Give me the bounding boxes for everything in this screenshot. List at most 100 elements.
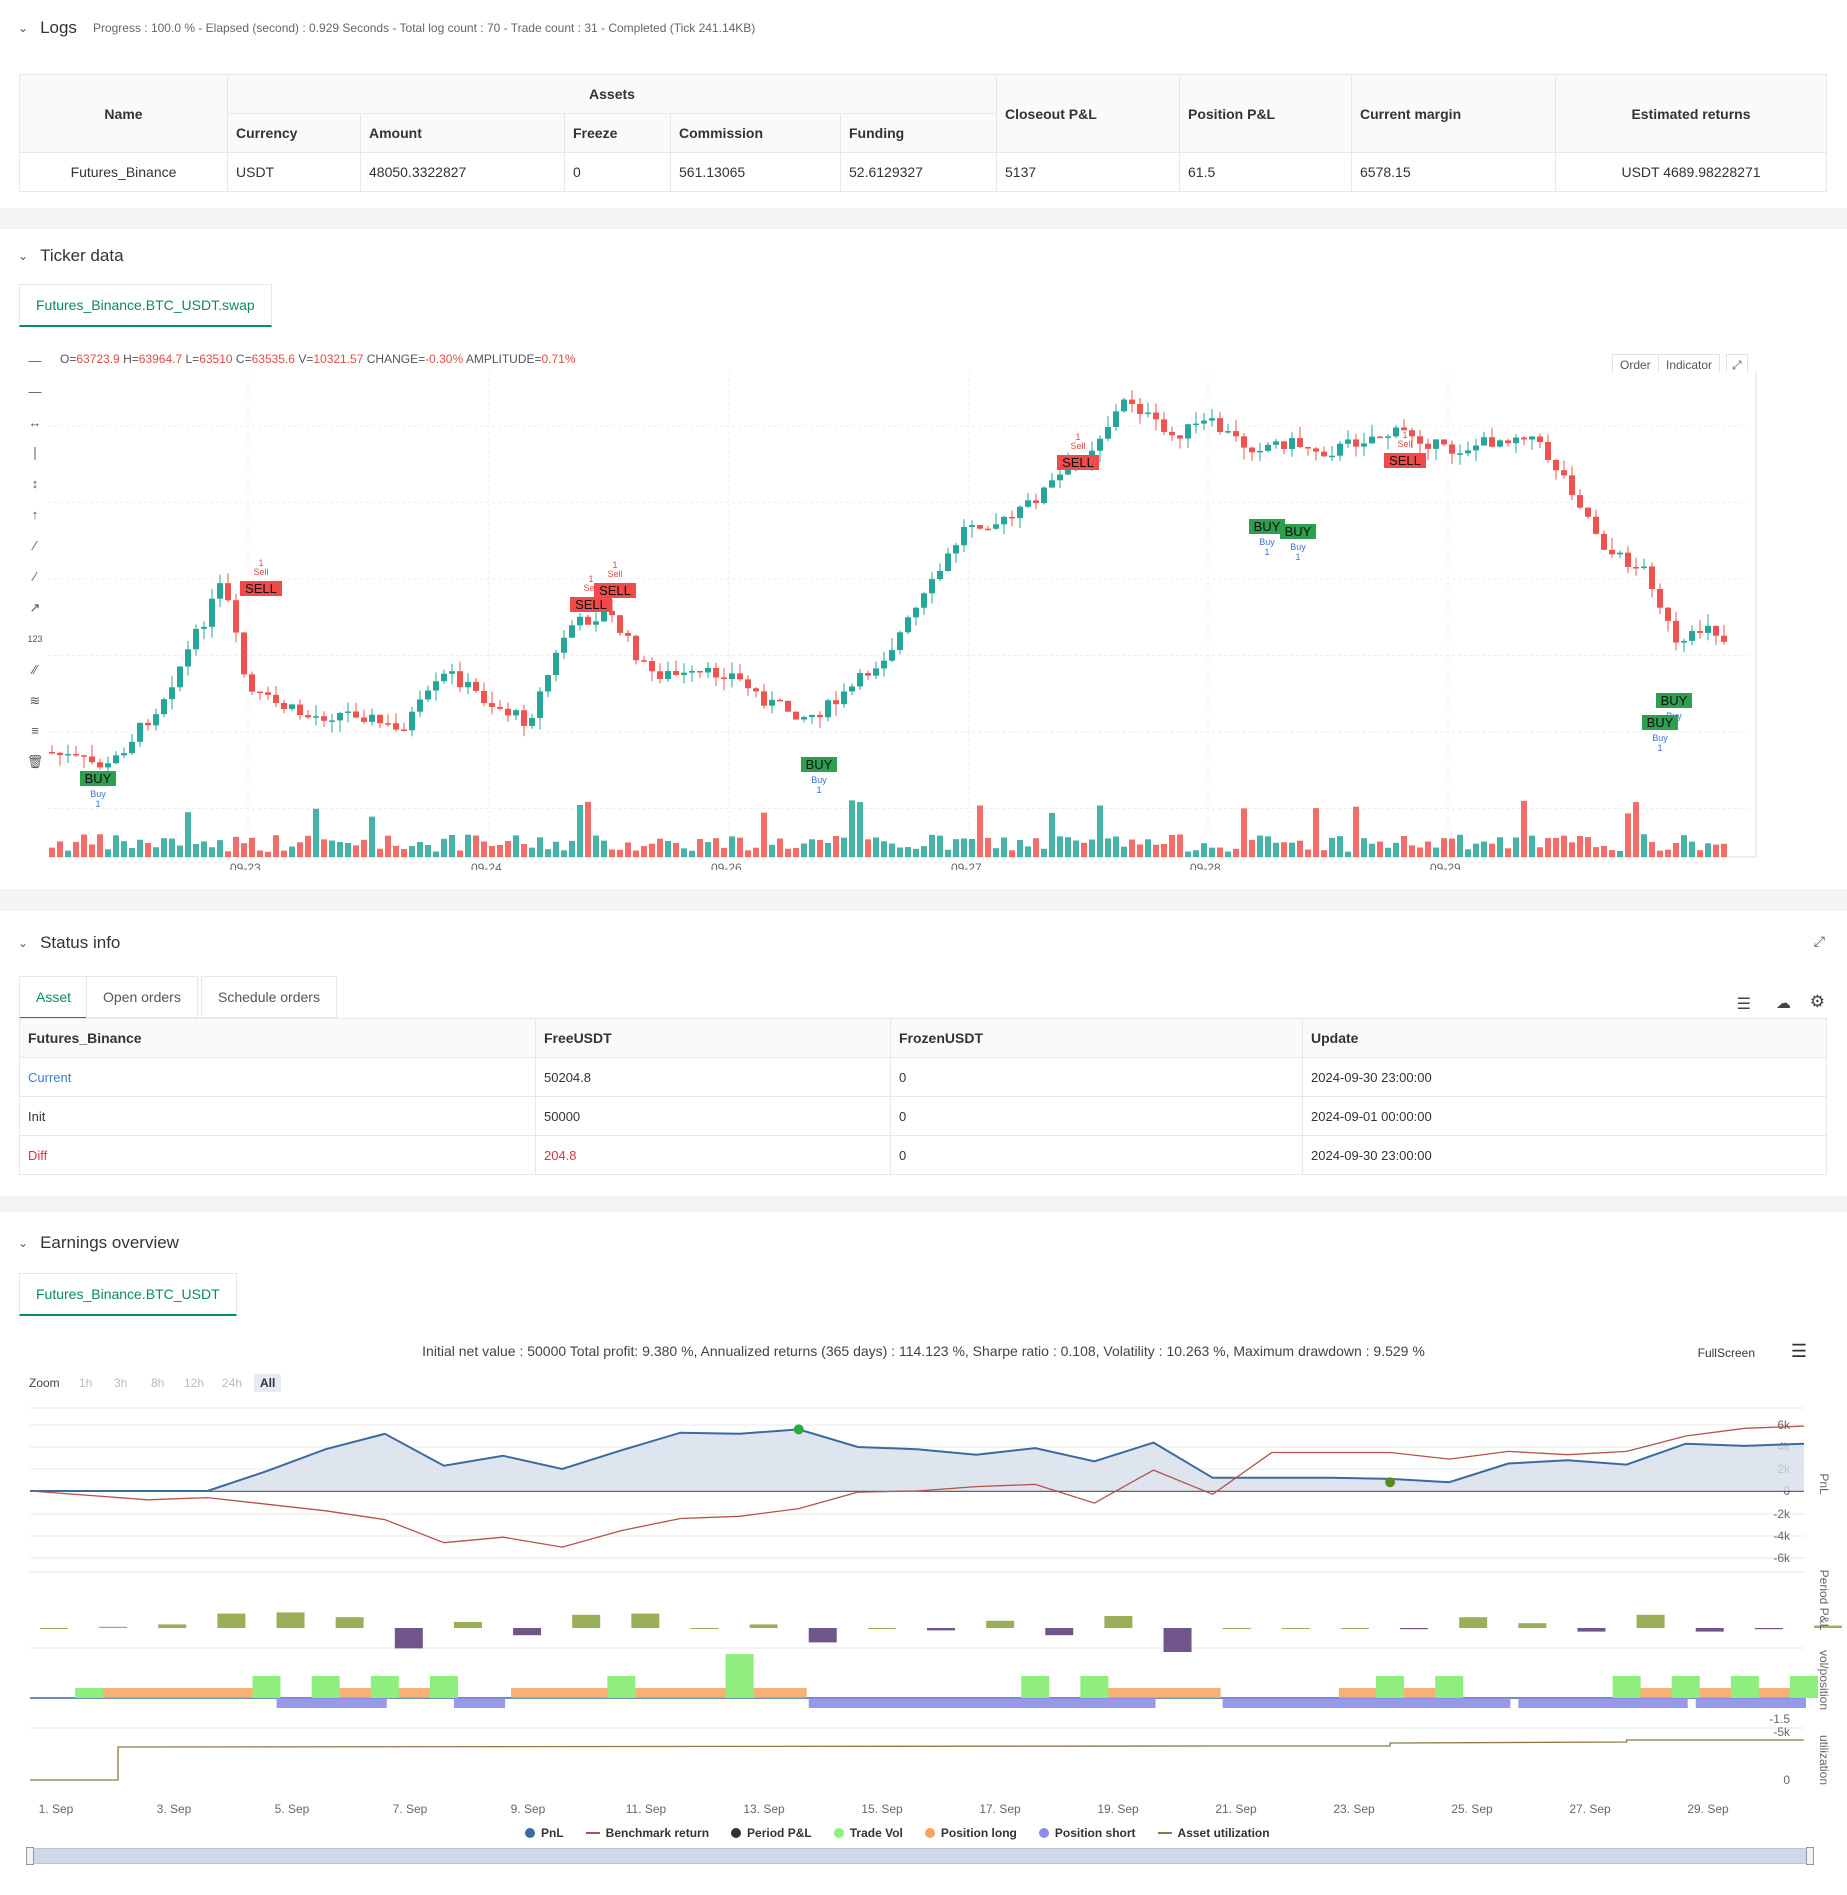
- tab-open-orders[interactable]: Open orders: [86, 976, 198, 1018]
- legend-benchmark[interactable]: Benchmark return: [585, 1826, 709, 1840]
- navigator-handle-right[interactable]: [1806, 1847, 1814, 1865]
- candle-body: [1153, 412, 1159, 420]
- candle-body: [577, 616, 583, 626]
- legend-asset-util[interactable]: Asset utilization: [1157, 1826, 1270, 1840]
- volume-bar: [673, 843, 679, 857]
- earnings-header[interactable]: ⌄ Earnings overview: [18, 1233, 179, 1253]
- period-pnl-bar: [1222, 1628, 1251, 1629]
- chevron-down-icon[interactable]: ⌄: [18, 21, 29, 35]
- arrow-line-tool-icon[interactable]: ↗: [29, 600, 41, 615]
- volume-bar: [913, 848, 919, 857]
- trend-line-tool-icon[interactable]: ∕: [33, 538, 37, 553]
- chevron-down-icon[interactable]: ⌄: [18, 1236, 29, 1250]
- candle-body: [945, 553, 951, 572]
- row-label-current[interactable]: Current: [19, 1057, 536, 1097]
- candle-body: [1105, 426, 1111, 439]
- chevron-down-icon[interactable]: ⌄: [18, 249, 29, 263]
- candle-body: [897, 632, 903, 651]
- vertical-segment-tool-icon[interactable]: ↕: [31, 476, 39, 491]
- volume-bar: [1225, 851, 1231, 857]
- zoom-3h[interactable]: 3h: [114, 1376, 128, 1390]
- menu-icon[interactable]: ☰: [1790, 1341, 1807, 1361]
- price-label-tool-icon[interactable]: 123: [27, 634, 43, 644]
- legend-position-long[interactable]: Position long: [924, 1826, 1017, 1840]
- candle-body: [1617, 552, 1623, 555]
- volume-bar: [929, 834, 935, 857]
- volume-bar: [1529, 835, 1535, 857]
- ticker-header[interactable]: ⌄ Ticker data: [18, 246, 124, 266]
- volume-bar: [1313, 808, 1319, 857]
- horizontal-line-tool-icon[interactable]: —: [28, 353, 42, 368]
- trade-vol-bar: [1612, 1676, 1641, 1698]
- vertical-line-tool-icon[interactable]: ∣: [31, 445, 39, 460]
- zoom-12h[interactable]: 12h: [184, 1376, 205, 1390]
- volume-bar: [281, 850, 287, 857]
- collapse-icon[interactable]: ⤢: [1813, 933, 1825, 949]
- zoom-24h[interactable]: 24h: [222, 1376, 243, 1390]
- candle-body: [1137, 403, 1143, 414]
- tab-ticker-symbol[interactable]: Futures_Binance.BTC_USDT.swap: [19, 284, 272, 327]
- signal-qty-label: 1: [588, 574, 593, 584]
- volume-bar: [833, 835, 839, 857]
- navigator-scrollbar[interactable]: [28, 1848, 1810, 1864]
- candle-body: [1689, 631, 1695, 641]
- vertical-ray-tool-icon[interactable]: ↑: [31, 507, 39, 522]
- position-long-bar: [1634, 1688, 1812, 1698]
- legend-period-pnl[interactable]: Period P&L: [731, 1826, 812, 1840]
- candle-body: [1449, 444, 1455, 454]
- candle-body: [1417, 436, 1423, 444]
- volume-bar: [113, 835, 119, 857]
- candle-body: [177, 666, 183, 688]
- volume-bar: [953, 839, 959, 857]
- fullscreen-button[interactable]: FullScreen: [1697, 1346, 1755, 1360]
- volume-bar: [1089, 839, 1095, 857]
- candle-body: [377, 714, 383, 724]
- parallel-channel-tool-icon[interactable]: ∕∕: [32, 662, 38, 677]
- signal-small-label: Buy: [90, 789, 106, 799]
- trade-vol-bar: [429, 1676, 458, 1698]
- volume-bar: [1577, 835, 1583, 857]
- signal-small-label: Buy: [1259, 537, 1275, 547]
- volume-bar: [1385, 847, 1391, 857]
- tab-earnings-symbol[interactable]: Futures_Binance.BTC_USDT: [19, 1273, 237, 1316]
- volume-bar: [625, 842, 631, 857]
- col-freeze: Freeze: [564, 113, 671, 153]
- volume-bar: [1569, 842, 1575, 857]
- candlestick-chart[interactable]: 66,400.0065,600.0064,800.0064,000.0063,2…: [48, 372, 1758, 870]
- candle-body: [705, 667, 711, 673]
- legend-pnl[interactable]: PnL: [525, 1826, 564, 1840]
- horizontal-lines-tool-icon[interactable]: ≡: [31, 723, 39, 738]
- logs-header[interactable]: ⌄ Logs Progress : 100.0 % - Elapsed (sec…: [18, 18, 755, 38]
- tab-asset[interactable]: Asset: [19, 976, 89, 1019]
- volume-bar: [1209, 847, 1215, 857]
- zoom-all[interactable]: All: [254, 1374, 282, 1392]
- gear-icon[interactable]: ⚙: [1809, 992, 1825, 1011]
- buy-signal-label: [80, 771, 116, 786]
- candle-body: [1425, 443, 1431, 449]
- cloud-download-icon[interactable]: ☁: [1776, 995, 1791, 1012]
- horizontal-segment-tool-icon[interactable]: ↔: [28, 415, 42, 430]
- candle-body: [1505, 440, 1511, 444]
- candle-body: [57, 752, 63, 756]
- candle-body: [761, 691, 767, 706]
- list-icon[interactable]: ☰: [1736, 996, 1751, 1013]
- chevron-down-icon[interactable]: ⌄: [18, 936, 29, 950]
- ray-line-tool-icon[interactable]: ∕: [33, 569, 37, 584]
- period-pnl-bar: [217, 1613, 246, 1628]
- zoom-1h[interactable]: 1h: [79, 1376, 93, 1390]
- horizontal-ray-tool-icon[interactable]: —: [28, 384, 42, 399]
- candle-body: [49, 752, 55, 754]
- zoom-8h[interactable]: 8h: [151, 1376, 165, 1390]
- legend-position-short[interactable]: Position short: [1038, 1826, 1136, 1840]
- legend-trade-vol[interactable]: Trade Vol: [833, 1826, 903, 1840]
- trash-icon[interactable]: 🗑: [26, 754, 44, 769]
- navigator-handle-left[interactable]: [26, 1847, 34, 1865]
- candle-body: [1257, 450, 1263, 453]
- volume-bar: [1489, 843, 1495, 857]
- tab-schedule-orders[interactable]: Schedule orders: [201, 976, 337, 1018]
- fib-tool-icon[interactable]: ≋: [29, 693, 41, 708]
- status-header[interactable]: ⌄ Status info: [18, 933, 120, 953]
- volume-bar: [849, 800, 855, 857]
- cell-amount: 48050.3322827: [360, 152, 565, 192]
